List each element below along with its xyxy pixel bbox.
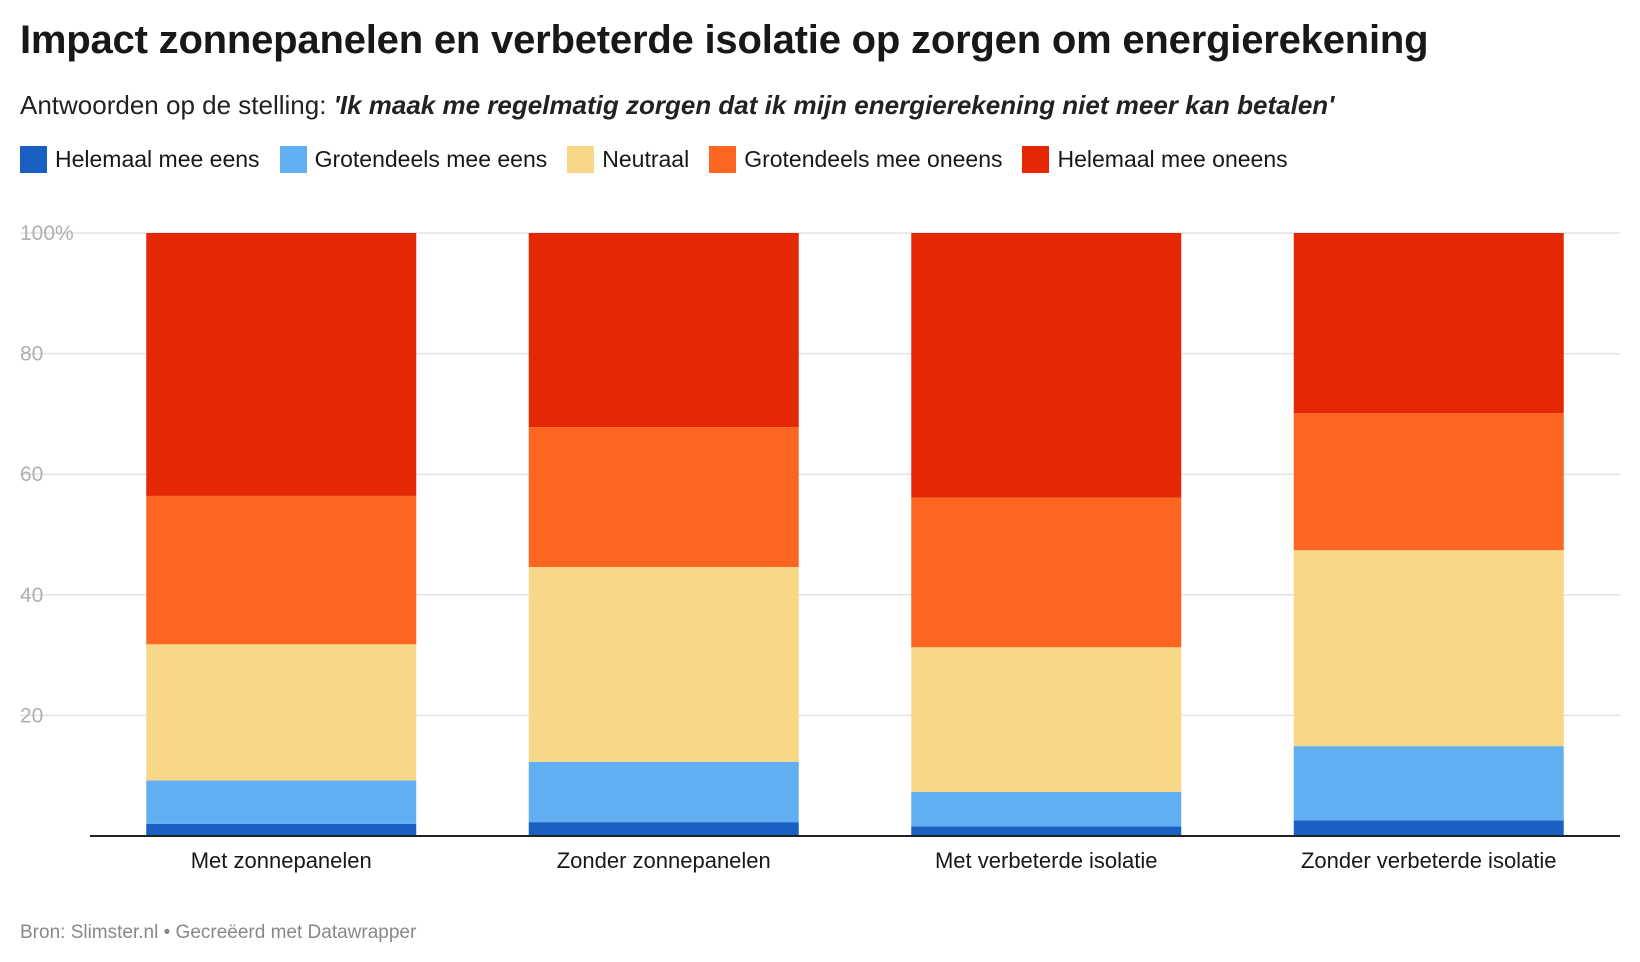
bar-segment xyxy=(1293,820,1564,836)
bar-segment xyxy=(146,780,417,824)
bar-segment xyxy=(1293,413,1564,551)
bars xyxy=(146,233,1564,836)
legend-item-neutraal: Neutraal xyxy=(567,146,689,173)
bar-segment xyxy=(911,647,1182,792)
subtitle-quote: 'Ik maak me regelmatig zorgen dat ik mij… xyxy=(333,90,1335,120)
bar-segment xyxy=(1293,550,1564,747)
bar-segment xyxy=(1293,746,1564,821)
bar-segment xyxy=(528,427,799,568)
bar-segment xyxy=(911,826,1182,836)
y-tick-label: 100% xyxy=(20,222,74,245)
legend-label: Neutraal xyxy=(602,146,690,172)
legend-item-grotendeels-mee-oneens: Grotendeels mee oneens xyxy=(709,146,1002,173)
bar-segment xyxy=(911,497,1182,648)
bar-segment xyxy=(146,823,417,836)
x-category-label: Met zonnepanelen xyxy=(191,848,372,873)
legend-swatch xyxy=(20,146,47,173)
y-tick-label: 80 xyxy=(20,343,43,366)
x-category-label: Met verbeterde isolatie xyxy=(935,848,1158,873)
x-category-label: Zonder zonnepanelen xyxy=(557,848,771,873)
legend-item-helemaal-mee-oneens: Helemaal mee oneens xyxy=(1022,146,1288,173)
legend-swatch xyxy=(1022,146,1050,173)
source-footer: Bron: Slimster.nl • Gecreëerd met Datawr… xyxy=(20,922,417,943)
bar-segment xyxy=(146,644,417,781)
bar-segment xyxy=(911,233,1182,498)
bar-segment xyxy=(146,495,417,645)
legend-label: Grotendeels mee eens xyxy=(314,146,548,172)
bar-segment xyxy=(911,791,1182,827)
subtitle-prefix: Antwoorden op de stelling: xyxy=(20,90,334,120)
y-tick-label: 40 xyxy=(20,584,43,607)
y-tick-label: 20 xyxy=(20,704,43,727)
legend: Helemaal mee eens Grotendeels mee eens N… xyxy=(20,146,1308,173)
bar-segment xyxy=(1293,233,1564,414)
legend-label: Helemaal mee eens xyxy=(55,146,260,172)
chart-title: Impact zonnepanelen en verbeterde isolat… xyxy=(20,18,1429,62)
bar-segment xyxy=(528,233,799,428)
bar-segment xyxy=(528,567,799,762)
legend-label: Grotendeels mee oneens xyxy=(744,146,1003,172)
legend-swatch xyxy=(279,146,307,173)
bar-segment xyxy=(528,761,799,823)
y-tick-label: 60 xyxy=(20,463,43,486)
chart-subtitle: Antwoorden op de stelling: 'Ik maak me r… xyxy=(20,90,1334,121)
legend-item-helemaal-mee-eens: Helemaal mee eens xyxy=(20,146,260,173)
bar-segment xyxy=(146,233,417,496)
legend-swatch xyxy=(567,146,595,173)
legend-swatch xyxy=(709,146,737,173)
bar-segment xyxy=(528,822,799,836)
legend-label: Helemaal mee oneens xyxy=(1057,146,1288,172)
legend-item-grotendeels-mee-eens: Grotendeels mee eens xyxy=(279,146,548,173)
axes: 20 40 60 80 100% Met zonnepanelen Zonder zonne… xyxy=(20,222,1620,873)
x-category-label: Zonder verbeterde isolatie xyxy=(1301,848,1557,873)
